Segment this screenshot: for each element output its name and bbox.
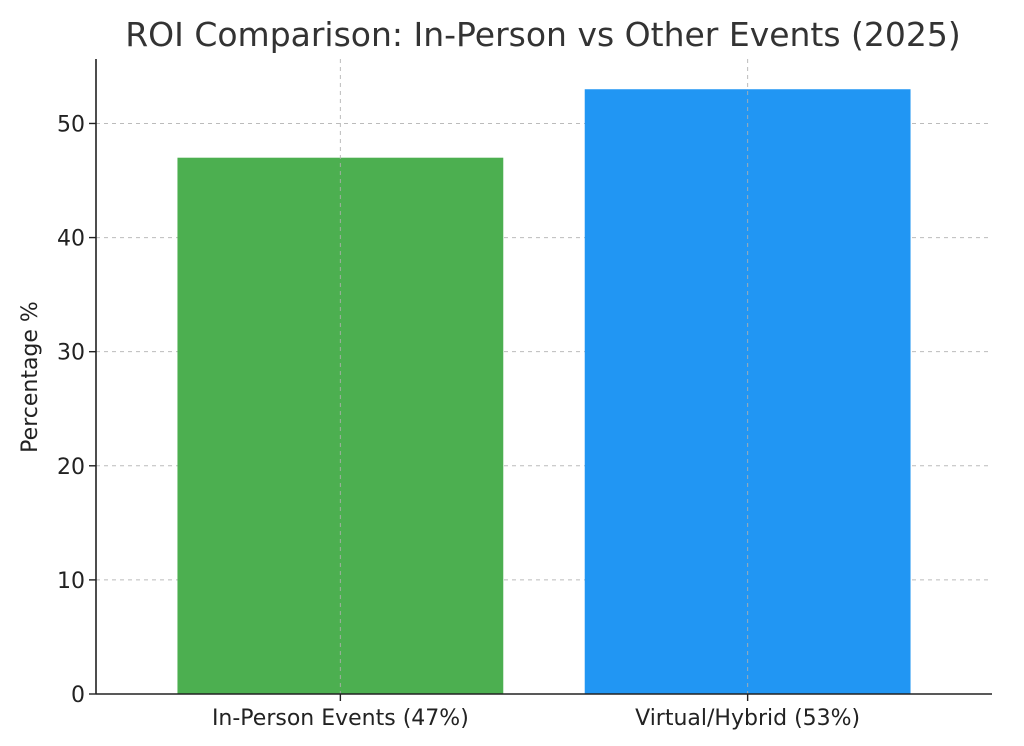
vertical-grid-layer bbox=[339, 59, 749, 694]
y-tick-label: 30 bbox=[57, 341, 85, 366]
x-tick-label: In-Person Events (47%) bbox=[212, 706, 469, 731]
x-tick-label: Virtual/Hybrid (53%) bbox=[635, 706, 860, 731]
y-tick-label: 40 bbox=[57, 227, 85, 252]
plot-area: 0 10 20 30 40 50 In-Person Events (47%) Virtua… bbox=[57, 59, 992, 731]
y-axis-ticks: 0 10 20 30 40 50 bbox=[57, 112, 96, 708]
y-tick-label: 50 bbox=[57, 112, 85, 137]
bars-layer bbox=[177, 89, 911, 694]
y-tick-label: 0 bbox=[71, 683, 85, 708]
x-axis-ticks: In-Person Events (47%) Virtual/Hybrid (53… bbox=[212, 694, 860, 731]
y-tick-label: 10 bbox=[57, 569, 85, 594]
y-axis-label: Percentage % bbox=[18, 301, 43, 453]
chart-title: ROI Comparison: In-Person vs Other Event… bbox=[125, 15, 961, 54]
y-tick-label: 20 bbox=[57, 455, 85, 480]
